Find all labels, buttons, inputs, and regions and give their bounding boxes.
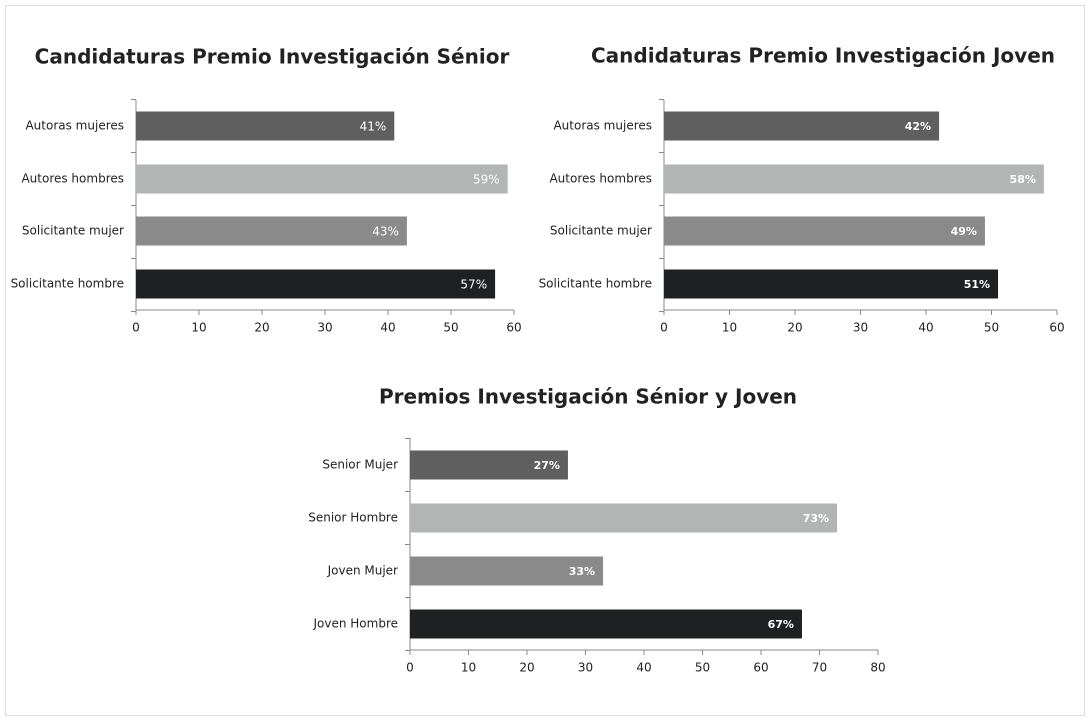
x-tick-label: 20 xyxy=(787,321,802,335)
x-tick-label: 30 xyxy=(317,321,332,335)
x-tick-label: 10 xyxy=(722,321,737,335)
value-label: 41% xyxy=(360,120,387,134)
bar xyxy=(410,450,568,480)
y-tick-label: Senior Hombre xyxy=(308,511,398,525)
chart-title: Premios Investigación Sénior y Joven xyxy=(379,385,797,409)
x-tick-label: 40 xyxy=(380,321,395,335)
x-tick-label: 80 xyxy=(870,661,885,675)
bar xyxy=(410,556,604,586)
value-label: 27% xyxy=(534,459,560,472)
x-tick-label: 0 xyxy=(132,321,140,335)
value-label: 33% xyxy=(569,565,595,578)
y-tick-label: Autores hombres xyxy=(21,172,124,186)
x-tick-label: 60 xyxy=(753,661,768,675)
chart: Candidaturas Premio Investigación Joven 0… xyxy=(539,44,1065,335)
y-tick-label: Autoras mujeres xyxy=(553,119,652,133)
x-tick-label: 50 xyxy=(443,321,458,335)
y-tick-label: Solicitante hombre xyxy=(11,277,124,291)
x-tick-label: 50 xyxy=(984,321,999,335)
value-label: 59% xyxy=(473,173,500,187)
y-tick-label: Joven Mujer xyxy=(327,564,398,578)
chart-title: Candidaturas Premio Investigación Joven xyxy=(591,44,1055,68)
x-tick-label: 60 xyxy=(1049,321,1064,335)
bar xyxy=(410,609,802,639)
value-label: 58% xyxy=(1010,173,1036,186)
chart: Premios Investigación Sénior y Joven 0 10 2… xyxy=(308,385,885,675)
x-tick-label: 10 xyxy=(191,321,206,335)
value-label: 49% xyxy=(951,225,977,238)
bar xyxy=(664,216,985,246)
x-tick-label: 60 xyxy=(506,321,521,335)
x-tick-label: 0 xyxy=(660,321,668,335)
y-tick-label: Joven Hombre xyxy=(312,617,398,631)
value-label: 73% xyxy=(803,512,829,525)
y-tick-label: Solicitante hombre xyxy=(539,277,652,291)
x-tick-label: 30 xyxy=(578,661,593,675)
y-tick-label: Solicitante mujer xyxy=(22,224,124,238)
value-label: 57% xyxy=(460,278,487,292)
x-tick-label: 20 xyxy=(254,321,269,335)
value-label: 67% xyxy=(768,618,794,631)
x-tick-label: 0 xyxy=(406,661,414,675)
bar xyxy=(664,111,940,141)
y-tick-label: Autores hombres xyxy=(549,172,652,186)
x-tick-label: 10 xyxy=(461,661,476,675)
bar xyxy=(410,503,838,533)
value-label: 42% xyxy=(905,120,931,133)
x-tick-label: 70 xyxy=(812,661,827,675)
x-tick-label: 40 xyxy=(918,321,933,335)
chart: Candidaturas Premio Investigación Sénior… xyxy=(11,45,522,335)
bar xyxy=(664,269,999,299)
x-tick-label: 50 xyxy=(695,661,710,675)
bar xyxy=(664,164,1044,194)
value-label: 51% xyxy=(964,278,990,291)
bar xyxy=(136,111,395,141)
y-tick-label: Senior Mujer xyxy=(322,458,398,472)
chart-title: Candidaturas Premio Investigación Sénior xyxy=(35,45,510,69)
y-tick-label: Solicitante mujer xyxy=(550,224,652,238)
x-tick-label: 30 xyxy=(853,321,868,335)
x-tick-label: 20 xyxy=(519,661,534,675)
y-tick-label: Autoras mujeres xyxy=(25,119,124,133)
bar xyxy=(136,269,496,299)
value-label: 43% xyxy=(372,225,399,239)
x-tick-label: 40 xyxy=(636,661,651,675)
bar xyxy=(136,216,407,246)
bar xyxy=(136,164,508,194)
